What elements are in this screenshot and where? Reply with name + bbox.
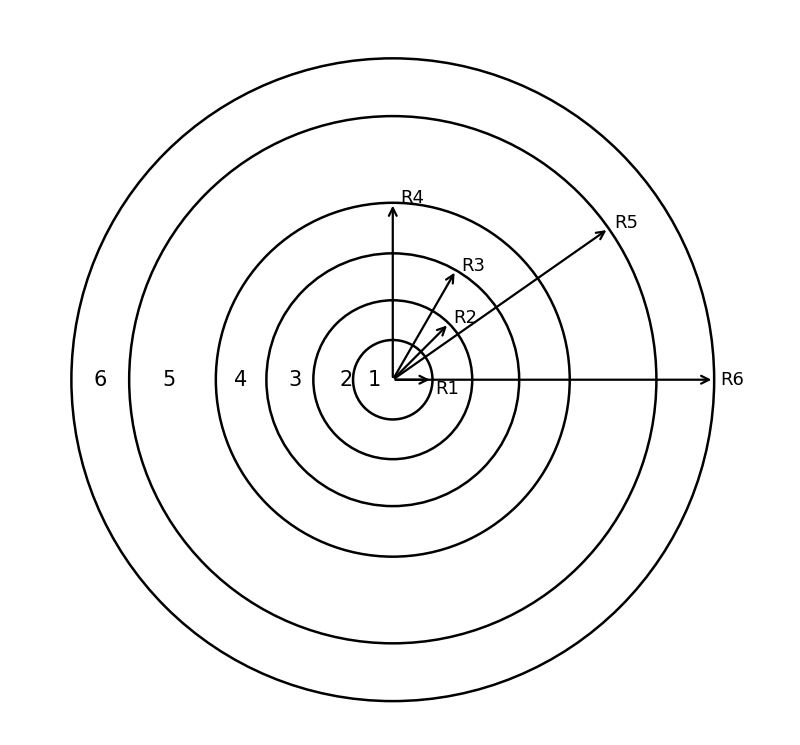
Text: 2: 2 (339, 370, 353, 390)
Text: R4: R4 (400, 189, 424, 207)
Text: 3: 3 (289, 370, 302, 390)
Text: R3: R3 (461, 257, 485, 275)
Text: 1: 1 (368, 370, 382, 390)
Text: R5: R5 (614, 215, 638, 232)
Text: R6: R6 (720, 371, 744, 389)
Text: R1: R1 (435, 380, 459, 398)
Text: 6: 6 (94, 370, 107, 390)
Text: 4: 4 (234, 370, 248, 390)
Text: 5: 5 (162, 370, 175, 390)
Text: R2: R2 (454, 309, 478, 328)
